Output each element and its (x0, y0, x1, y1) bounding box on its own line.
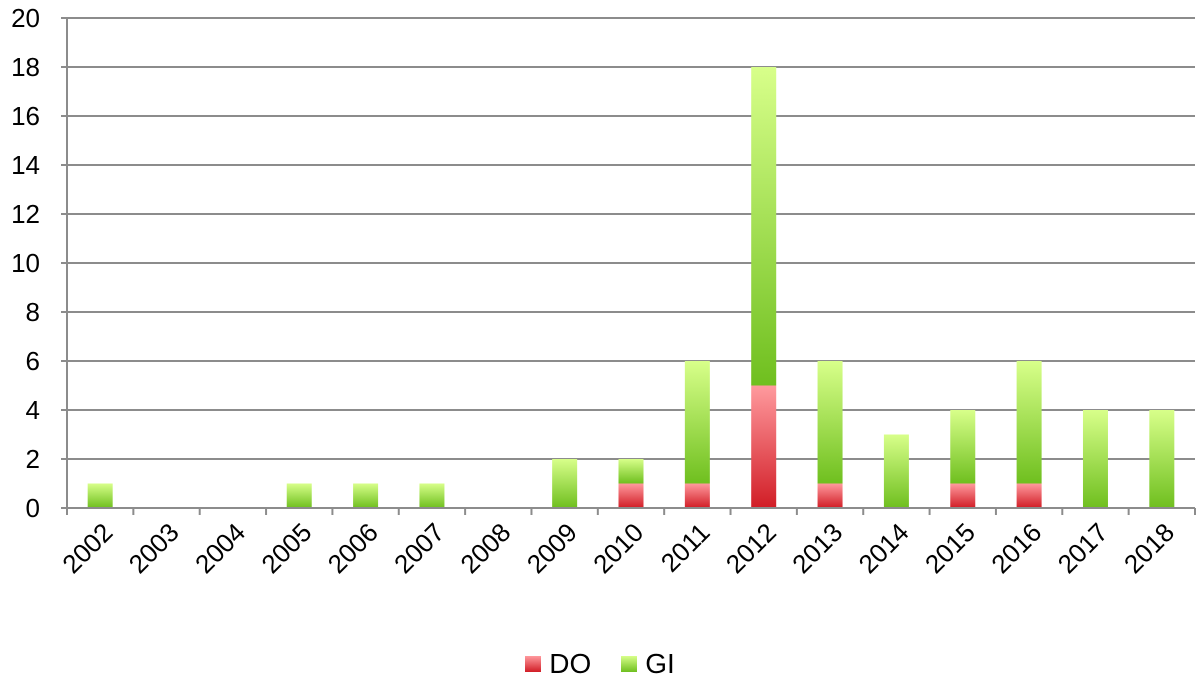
y-tick-label: 0 (26, 493, 40, 523)
y-tick-label: 6 (26, 346, 40, 376)
y-tick-label: 10 (11, 248, 40, 278)
bar-do-2015 (950, 483, 976, 508)
bar-gi-2011 (684, 361, 710, 484)
y-tick-label: 12 (11, 199, 40, 229)
legend-label-do: DO (549, 648, 592, 679)
bar-gi-2005 (286, 483, 312, 508)
x-tick-label: 2013 (786, 517, 848, 579)
bar-do-2013 (817, 483, 843, 508)
bar-gi-2014 (883, 434, 909, 508)
x-tick-label: 2016 (985, 517, 1047, 579)
legend-swatch-do (525, 656, 542, 672)
x-tick-label: 2002 (56, 517, 118, 579)
x-tick-label: 2011 (655, 517, 716, 578)
bar-gi-2010 (618, 459, 644, 484)
bar-gi-2015 (950, 410, 976, 484)
bar-do-2010 (618, 483, 644, 508)
y-tick-label: 18 (11, 52, 40, 82)
legend-item-gi: GI (621, 648, 675, 680)
x-tick-label: 2014 (853, 517, 915, 579)
x-tick-label: 2009 (521, 517, 583, 579)
y-tick-label: 14 (11, 150, 40, 180)
y-tick-label: 16 (11, 101, 40, 131)
bar-do-2012 (751, 385, 777, 508)
y-tick-label: 8 (26, 297, 40, 327)
legend-label-gi: GI (645, 648, 675, 679)
bar-gi-2018 (1149, 410, 1175, 508)
x-tick-label: 2005 (255, 517, 317, 579)
bar-gi-2017 (1082, 410, 1108, 508)
x-tick-label: 2006 (322, 517, 384, 579)
x-tick-label: 2010 (587, 517, 649, 579)
bar-gi-2013 (817, 361, 843, 484)
x-tick-label: 2007 (388, 517, 450, 579)
legend: DO GI (0, 648, 1200, 680)
x-tick-label: 2003 (123, 517, 185, 579)
bar-gi-2012 (751, 67, 777, 386)
bar-gi-2009 (552, 459, 578, 508)
legend-swatch-gi (621, 656, 638, 672)
x-tick-label: 2012 (720, 517, 782, 579)
y-tick-label: 20 (11, 3, 40, 33)
bar-do-2011 (684, 483, 710, 508)
bar-gi-2006 (353, 483, 379, 508)
bar-gi-2002 (87, 483, 113, 508)
x-tick-label: 2015 (919, 517, 981, 579)
x-tick-label: 2018 (1118, 517, 1180, 579)
bar-do-2016 (1016, 483, 1042, 508)
y-tick-label: 2 (26, 444, 40, 474)
bars-layer (87, 67, 1175, 508)
grid-layer (67, 17, 1195, 460)
bar-gi-2007 (419, 483, 445, 508)
y-tick-label: 4 (26, 395, 40, 425)
x-tick-label: 2004 (189, 517, 251, 579)
bar-gi-2016 (1016, 361, 1042, 484)
x-tick-label: 2017 (1052, 517, 1114, 579)
x-tick-label: 2008 (454, 517, 516, 579)
legend-item-do: DO (525, 648, 591, 680)
